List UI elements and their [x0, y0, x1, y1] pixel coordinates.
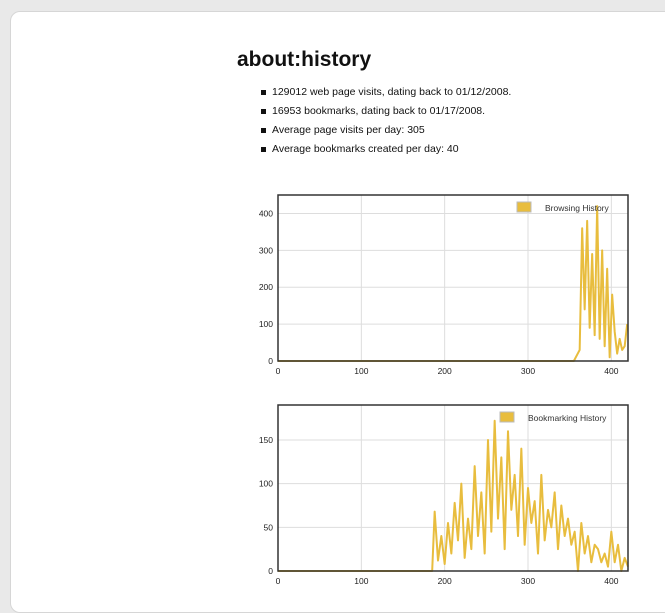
browsing-y-tick-label: 300: [259, 245, 273, 255]
stat-avg-visits: Average page visits per day: 305: [237, 124, 665, 137]
browsing-x-tick-label: 0: [276, 366, 281, 376]
bookmarking-x-tick-label: 400: [604, 576, 618, 586]
bookmarking-series-line: [278, 419, 629, 572]
browsing-x-tick-label: 100: [354, 366, 368, 376]
bookmarking-history-chart: 0 100 200 300 400 0 50 100 150 Bookmarking Histor…: [245, 400, 640, 595]
bookmarking-y-tick-label: 150: [259, 435, 273, 445]
browsing-series-line: [278, 205, 629, 362]
bookmarking-y-tick-label: 100: [259, 479, 273, 489]
stat-page-visits: 129012 web page visits, dating back to 0…: [237, 86, 665, 99]
bookmarking-legend-swatch: [499, 411, 515, 423]
bookmarking-x-tick-label: 300: [521, 576, 535, 586]
bookmarking-y-tick-label: 0: [268, 566, 273, 576]
stat-bookmarks: 16953 bookmarks, dating back to 01/17/20…: [237, 105, 665, 118]
browsing-legend-label: Browsing History: [545, 203, 610, 213]
bookmarking-x-tick-label: 0: [276, 576, 281, 586]
stat-avg-bookmarks: Average bookmarks created per day: 40: [237, 143, 665, 156]
browsing-y-tick-label: 100: [259, 319, 273, 329]
browsing-y-tick-label: 200: [259, 282, 273, 292]
history-content: about:history 129012 web page visits, da…: [237, 48, 665, 162]
browsing-history-chart: 0 100 200 300 400 0 100 200 300 400 Browsing Histo…: [245, 190, 640, 385]
browsing-x-tick-label: 300: [521, 366, 535, 376]
bookmarking-y-tick-label: 50: [264, 522, 274, 532]
page-title: about:history: [237, 48, 372, 71]
browsing-y-tick-label: 400: [259, 208, 273, 218]
bookmarking-plot-frame: [277, 404, 629, 572]
browsing-y-tick-label: 0: [268, 356, 273, 366]
bookmarking-x-tick-label: 100: [354, 576, 368, 586]
browsing-history-svg: 0 100 200 300 400 0 100 200 300 400 Browsing Histo…: [259, 194, 629, 376]
browsing-x-tick-label: 400: [604, 366, 618, 376]
browsing-x-tick-label: 200: [438, 366, 452, 376]
stats-list: 129012 web page visits, dating back to 0…: [237, 86, 665, 156]
bookmarking-legend-label: Bookmarking History: [528, 413, 607, 423]
bookmarking-history-svg: 0 100 200 300 400 0 50 100 150 Bookmarking Histor…: [259, 404, 629, 586]
browsing-plot-frame: [277, 194, 629, 362]
bookmarking-x-tick-label: 200: [438, 576, 452, 586]
browsing-legend-swatch: [516, 201, 532, 213]
